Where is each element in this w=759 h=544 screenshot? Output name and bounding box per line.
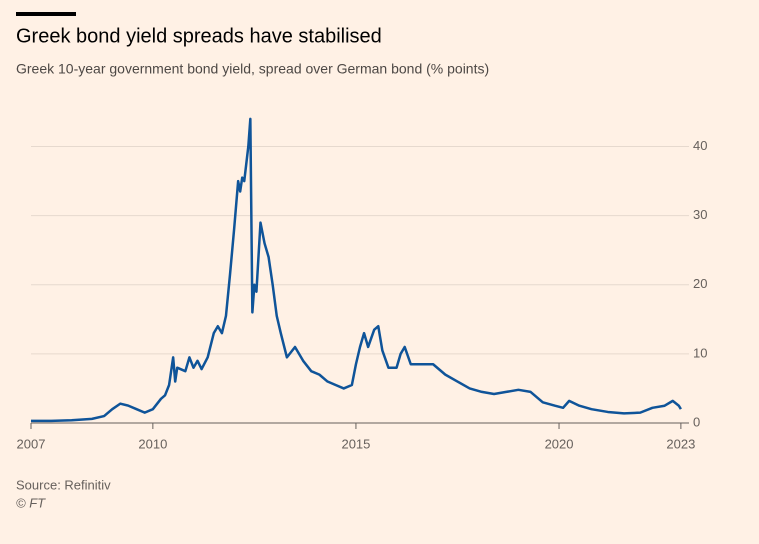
title-bar (16, 12, 76, 16)
y-tick-label: 30 (693, 207, 707, 222)
source: Source: Refinitiv (16, 477, 111, 492)
copyright: © FT (16, 495, 46, 510)
chart-title: Greek bond yield spreads have stabilised (16, 25, 382, 47)
y-tick-label: 40 (693, 138, 707, 153)
series-line (31, 117, 682, 423)
x-tick-label: 2015 (341, 436, 370, 451)
x-tick-label: 2007 (17, 436, 46, 451)
chart-subtitle: Greek 10-year government bond yield, spr… (16, 61, 489, 77)
y-tick-label: 0 (693, 414, 700, 429)
y-tick-label: 20 (693, 276, 707, 291)
plot: 0 10 20 30 40 2007 2010 2015 2020 2023 (17, 117, 707, 451)
x-tick-label: 2020 (545, 436, 574, 451)
y-tick-label: 10 (693, 345, 707, 360)
x-tick-label: 2023 (666, 436, 695, 451)
x-tick-label: 2010 (138, 436, 167, 451)
